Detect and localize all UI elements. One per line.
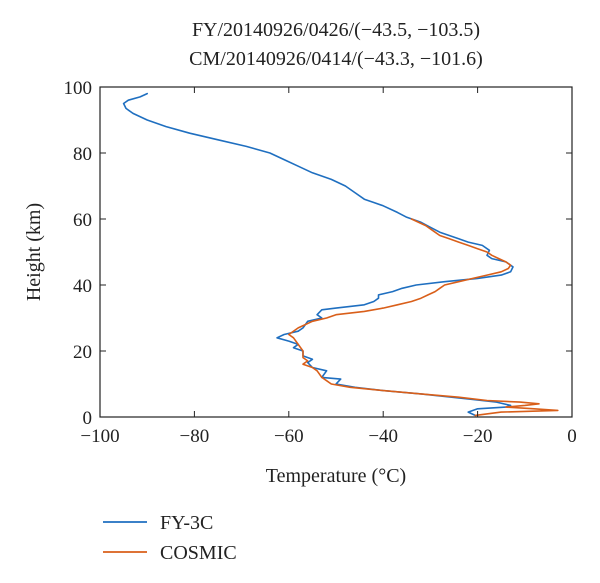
plot-frame	[99, 86, 573, 418]
chart-title-line: FY/20140926/0426/(−43.5, −103.5)	[192, 19, 480, 41]
chart-title-line: CM/20140926/0414/(−43.3, −101.6)	[189, 48, 483, 70]
x-tick-label: −40	[368, 426, 398, 447]
y-tick-label: 60	[73, 210, 92, 231]
y-axis-label: Height (km)	[23, 203, 45, 301]
x-tick-label: −20	[463, 426, 493, 447]
legend-label: COSMIC	[160, 542, 237, 564]
series-line-fy-3c	[122, 92, 514, 417]
y-tick-label: 20	[73, 342, 92, 363]
x-tick-label: −100	[80, 426, 119, 447]
series-line-cosmic	[288, 218, 559, 417]
y-tick-label: 0	[83, 408, 93, 429]
y-tick-label: 100	[64, 78, 93, 99]
x-tick-label: −80	[180, 426, 210, 447]
x-axis-label: Temperature (°C)	[266, 465, 406, 487]
chart-title: FY/20140926/0426/(−43.5, −103.5) CM/20140…	[189, 19, 483, 70]
x-tick-label: −60	[274, 426, 304, 447]
y-tick-label: 80	[73, 144, 92, 165]
y-tick-label: 40	[73, 276, 92, 297]
legend-label: FY-3C	[160, 512, 213, 534]
x-tick-label: 0	[567, 426, 577, 447]
